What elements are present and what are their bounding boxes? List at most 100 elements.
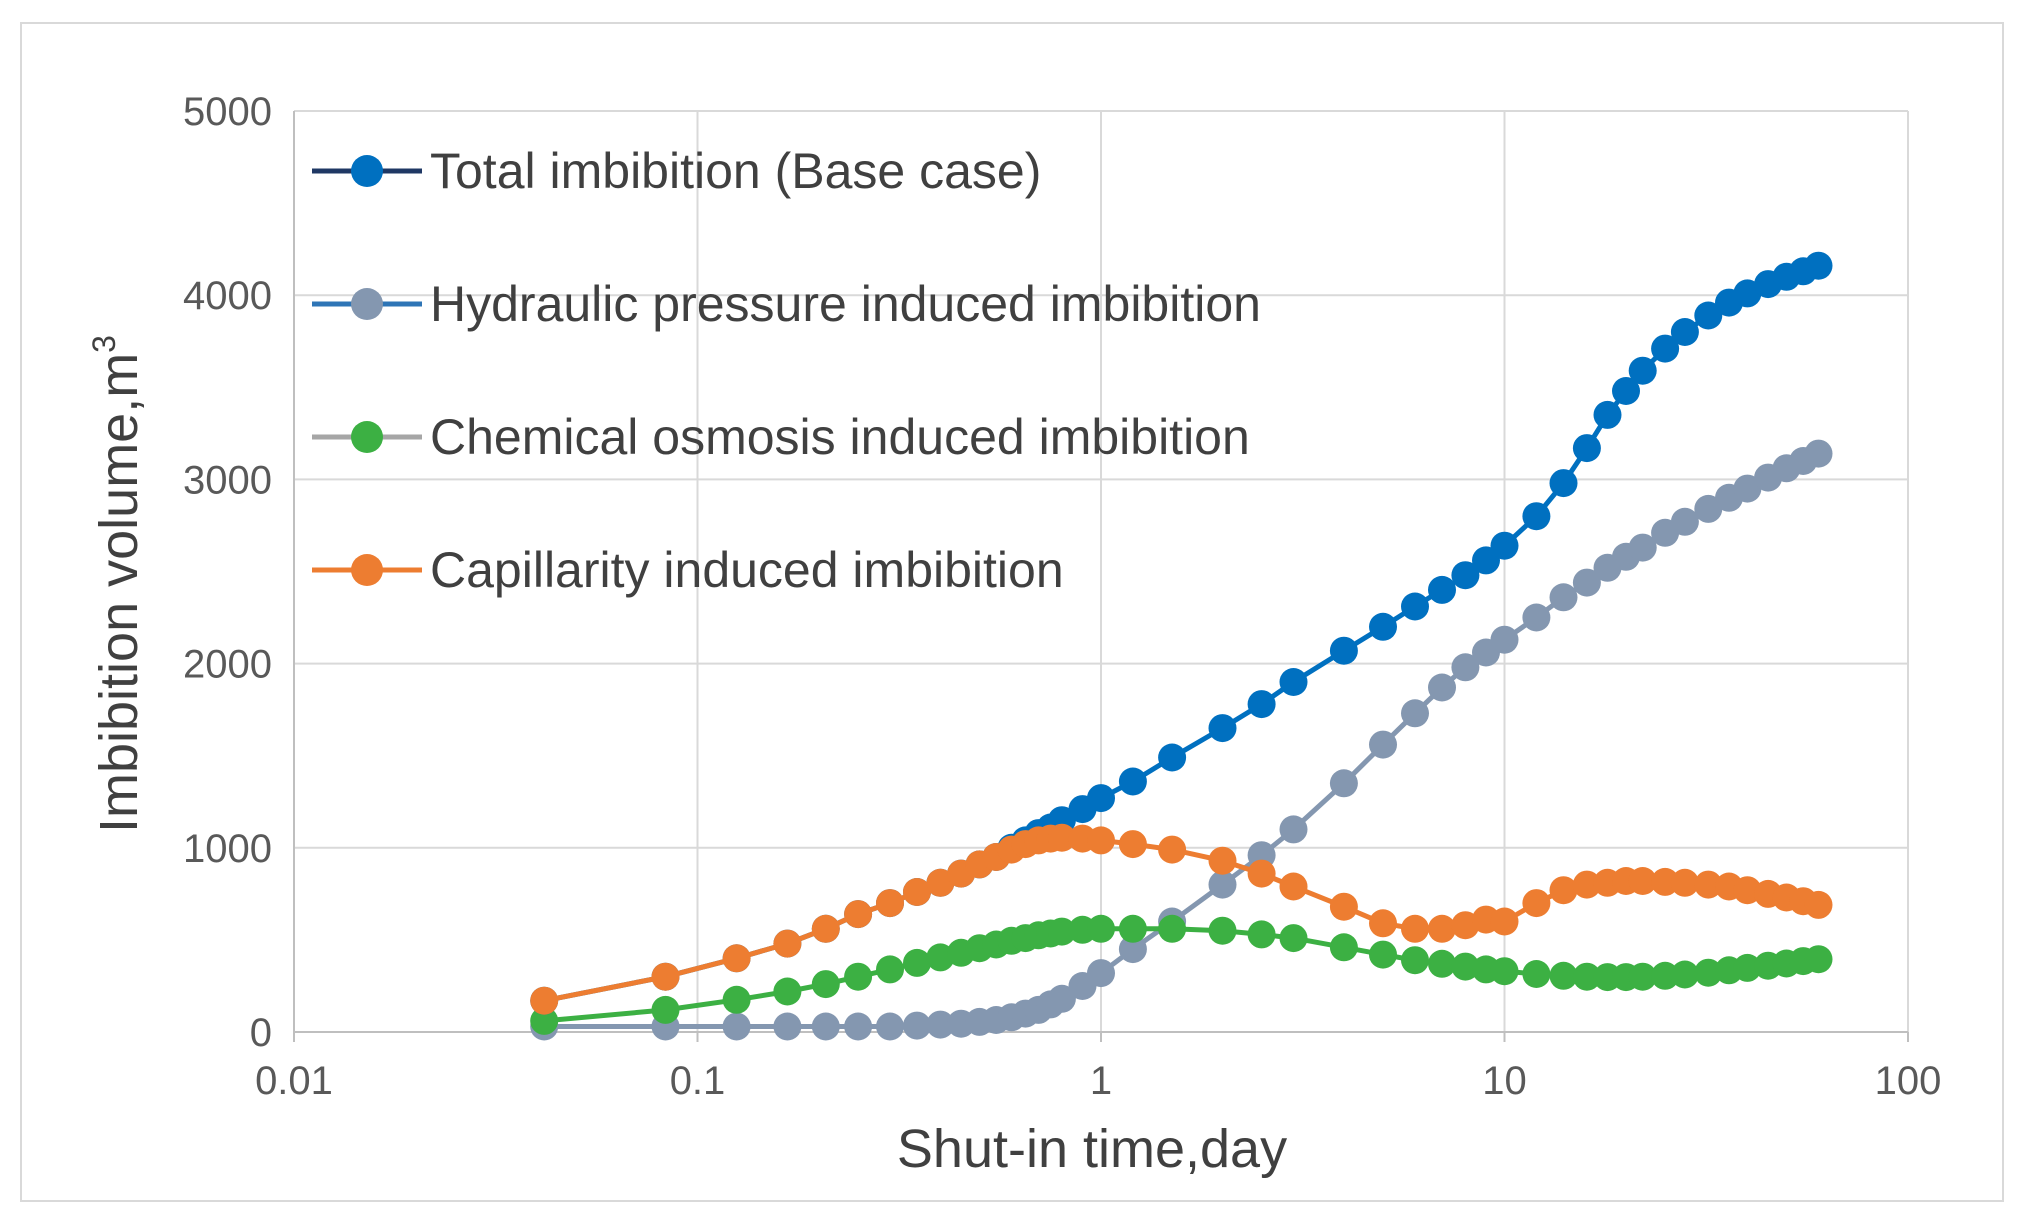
- data-point: [651, 962, 680, 991]
- data-point: [1628, 962, 1657, 991]
- data-point: [1208, 714, 1237, 743]
- legend-entry: Total imbibition (Base case): [312, 143, 1041, 199]
- data-point: [1279, 815, 1308, 844]
- legend-label: Total imbibition (Base case): [430, 143, 1041, 199]
- data-point: [1369, 940, 1397, 969]
- data-point: [1670, 507, 1699, 536]
- data-point: [1369, 730, 1397, 759]
- data-point: [1651, 961, 1680, 990]
- series-line: [544, 451, 1820, 1029]
- data-point: [1670, 318, 1699, 346]
- data-point: [1804, 251, 1833, 280]
- x-tick-label: 10: [1482, 1059, 1527, 1103]
- data-point: [722, 985, 751, 1014]
- data-point: [1694, 301, 1723, 330]
- data-point: [1118, 935, 1147, 964]
- data-point: [1247, 690, 1276, 719]
- legend-entry: Capillarity induced imbibition: [312, 542, 1064, 598]
- y-tick-label: 0: [250, 1011, 272, 1055]
- y-axis-title-superscript: 3: [86, 335, 122, 353]
- data-point: [1087, 914, 1115, 943]
- series-group: [530, 439, 1833, 1041]
- legend-marker-swatch: [351, 288, 383, 320]
- data-point: [926, 1010, 955, 1039]
- y-tick-label: 1000: [183, 827, 272, 871]
- data-point: [1247, 920, 1276, 949]
- data-point: [1329, 636, 1358, 665]
- x-tick-label: 0.1: [670, 1059, 726, 1103]
- data-point: [1329, 892, 1358, 921]
- grid-layer: [294, 110, 1909, 1032]
- data-point: [1694, 958, 1723, 987]
- data-point: [1549, 583, 1578, 612]
- data-point: [1401, 699, 1429, 728]
- data-point: [903, 878, 931, 906]
- data-point: [1208, 916, 1237, 945]
- data-point: [651, 995, 680, 1024]
- data-point: [1651, 334, 1680, 363]
- y-tick-label: 3000: [183, 458, 272, 502]
- data-point: [1804, 439, 1833, 468]
- data-point: [1490, 625, 1519, 654]
- x-tick-label: 1: [1090, 1059, 1112, 1103]
- data-point: [1428, 575, 1456, 604]
- data-point: [1118, 914, 1147, 943]
- x-tick-label: 100: [1875, 1059, 1942, 1103]
- data-point: [1369, 612, 1397, 641]
- legend-marker-swatch: [351, 554, 383, 586]
- data-point: [1572, 870, 1601, 899]
- legend-label: Capillarity induced imbibition: [430, 542, 1064, 598]
- data-point: [1279, 668, 1308, 696]
- data-point: [1628, 867, 1657, 895]
- data-point: [530, 986, 559, 1015]
- data-point: [1522, 603, 1551, 632]
- data-point: [1087, 784, 1115, 813]
- data-point: [1670, 868, 1699, 897]
- x-axis-title: Shut-in time,day: [897, 1119, 1287, 1179]
- data-point: [1522, 502, 1551, 531]
- data-point: [1572, 434, 1601, 463]
- data-point: [1572, 568, 1601, 597]
- data-point: [1401, 914, 1429, 943]
- data-point: [1670, 960, 1699, 989]
- data-point: [1208, 870, 1237, 899]
- data-point: [1451, 561, 1480, 590]
- data-point: [1401, 592, 1429, 621]
- data-point: [1490, 531, 1519, 560]
- data-point: [1490, 957, 1519, 986]
- data-point: [530, 1006, 559, 1035]
- data-point: [876, 1012, 904, 1041]
- legend-marker-swatch: [351, 421, 383, 453]
- data-point: [1628, 533, 1657, 562]
- data-point: [811, 914, 840, 943]
- data-point: [1651, 867, 1680, 896]
- data-point: [1369, 909, 1397, 938]
- data-point: [1451, 653, 1480, 682]
- legend-marker-swatch: [351, 155, 383, 187]
- data-point: [1733, 474, 1762, 503]
- data-point: [1804, 890, 1833, 919]
- legend-entry: Hydraulic pressure induced imbibition: [312, 276, 1261, 332]
- chart-svg: 0 1000 2000 3000 4000 5000 0.01 0.1 1 10 100 Total…: [86, 90, 1942, 1179]
- data-point: [1087, 826, 1115, 855]
- x-tick-label: 0.01: [255, 1059, 333, 1103]
- y-axis-title-main: Imbibition volume,m: [89, 353, 149, 833]
- data-point: [1428, 914, 1456, 943]
- data-point: [1694, 870, 1723, 899]
- y-tick-label: 5000: [183, 90, 272, 134]
- data-point: [1549, 961, 1578, 990]
- data-point: [1428, 949, 1456, 978]
- data-point: [722, 944, 751, 973]
- data-point: [1804, 945, 1833, 974]
- data-point: [1158, 743, 1187, 772]
- data-point: [1733, 876, 1762, 905]
- data-point: [773, 1012, 802, 1041]
- data-point: [1087, 959, 1115, 988]
- data-point: [1522, 960, 1551, 988]
- data-point: [1490, 907, 1519, 936]
- data-point: [1047, 823, 1076, 852]
- legend-label: Chemical osmosis induced imbibition: [430, 409, 1250, 465]
- data-point: [1329, 933, 1358, 962]
- data-point: [1572, 962, 1601, 991]
- data-point: [1279, 924, 1308, 953]
